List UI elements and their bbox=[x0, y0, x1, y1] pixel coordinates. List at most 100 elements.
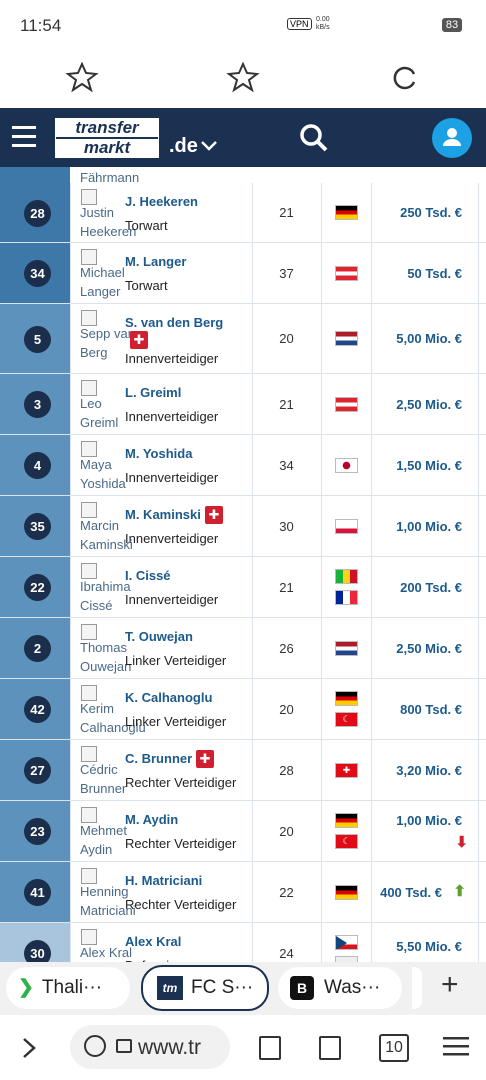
market-value[interactable]: 2,50 Mio. € bbox=[396, 640, 462, 656]
shirt-number: 4 bbox=[24, 452, 51, 479]
column-line bbox=[252, 679, 253, 739]
player-name[interactable]: M. Aydin bbox=[125, 812, 179, 827]
bookmark-star-list[interactable] bbox=[65, 61, 99, 93]
reload[interactable] bbox=[393, 66, 416, 90]
market-value[interactable]: 1,00 Mio. € bbox=[396, 518, 462, 534]
flag bbox=[335, 457, 358, 473]
account[interactable] bbox=[432, 118, 472, 158]
image-alt: Thomas Ouwejan bbox=[80, 640, 132, 674]
player-row[interactable]: 22 Ibrahima Cissé I. Cissé Innenverteidiger… bbox=[0, 557, 486, 618]
player-name[interactable]: K. Calhanoglu bbox=[125, 690, 213, 705]
market-value[interactable]: 5,00 Mio. € bbox=[396, 331, 462, 346]
position: Rechter Verteidiger bbox=[125, 897, 237, 912]
market-value[interactable]: 5,50 Mio. € bbox=[396, 939, 462, 954]
column-line bbox=[371, 435, 372, 495]
position: Defensives bbox=[125, 958, 189, 962]
age: 34 bbox=[279, 457, 294, 473]
tab[interactable]: B Was··· bbox=[278, 967, 402, 1009]
column-line bbox=[371, 304, 372, 373]
player-row[interactable]: 4 Maya Yoshida M. Yoshida Innenverteidiger 3… bbox=[0, 435, 486, 496]
player-row[interactable]: 42 Kerim Calhanoglu K. Calhanoglu Linker Ve… bbox=[0, 679, 486, 740]
tab-count[interactable]: 10 bbox=[379, 1034, 409, 1062]
market-value[interactable]: 2,50 Mio. € bbox=[396, 396, 462, 412]
column-line bbox=[252, 183, 253, 242]
browser-toolbar bbox=[65, 61, 416, 93]
column-line bbox=[252, 496, 253, 556]
column-line bbox=[478, 304, 479, 373]
forward[interactable] bbox=[20, 1037, 38, 1059]
market-value[interactable]: 1,50 Mio. € bbox=[396, 457, 462, 473]
market-value[interactable]: 800 Tsd. € bbox=[400, 701, 462, 717]
shirt-number: 28 bbox=[24, 199, 51, 227]
player-row[interactable]: 27 Cédric Brunner C. Brunner ✚ Rechter Verte… bbox=[0, 740, 486, 801]
player-name[interactable]: J. Heekeren bbox=[125, 194, 198, 209]
player-row[interactable]: 34 Michael Langer M. Langer Torwart 37 50 Tsd… bbox=[0, 243, 486, 304]
vpn: VPN bbox=[287, 18, 312, 30]
market-value[interactable]: 3,20 Mio. € bbox=[396, 762, 462, 778]
number-cell: 42 bbox=[0, 679, 70, 739]
shirt-number: 42 bbox=[24, 696, 51, 723]
age: 21 bbox=[279, 205, 294, 220]
market-value[interactable]: 50 Tsd. € bbox=[407, 265, 462, 281]
player-name[interactable]: C. Brunner bbox=[125, 751, 193, 766]
tab-title: FC S··· bbox=[191, 977, 254, 998]
new-tab[interactable]: + bbox=[441, 968, 459, 1001]
column-line bbox=[321, 496, 322, 556]
player-name[interactable]: H. Matriciani bbox=[125, 873, 203, 888]
player-name[interactable]: M. Langer bbox=[125, 254, 187, 269]
player-row[interactable]: 3 Leo Greiml L. Greiml Innenverteidiger 21 2,… bbox=[0, 374, 486, 435]
broken-image bbox=[81, 380, 97, 396]
number-cell: 35 bbox=[0, 496, 70, 556]
market-value[interactable]: 250 Tsd. € bbox=[400, 205, 462, 220]
player-row[interactable]: 23 Mehmet Aydin M. Aydin Rechter Verteidige… bbox=[0, 801, 486, 862]
address-bar[interactable]: www.tr bbox=[70, 1025, 230, 1069]
value-trend: ⬇ bbox=[455, 834, 468, 851]
player-name[interactable]: M. Kaminski bbox=[125, 507, 201, 522]
market-value[interactable]: 1,00 Mio. € bbox=[396, 813, 462, 828]
player-name[interactable]: T. Ouwejan bbox=[125, 629, 193, 644]
column-line bbox=[321, 679, 322, 739]
column-line bbox=[478, 740, 479, 800]
status-bar: 11:54 0.00 kB/s VPN 83 bbox=[0, 0, 486, 52]
menu[interactable] bbox=[12, 126, 36, 148]
bookmark-star[interactable] bbox=[226, 61, 260, 93]
logo[interactable]: transfer markt bbox=[55, 118, 159, 158]
position: Torwart bbox=[125, 218, 168, 233]
player-row[interactable]: 35 Marcin Kaminski M. Kaminski ✚ Innenvertei… bbox=[0, 496, 486, 557]
player-row[interactable]: 5 Sepp van Berg S. van den Berg ✚ Innenverte… bbox=[0, 304, 486, 374]
position: Innenverteidiger bbox=[125, 351, 219, 366]
player-name[interactable]: Alex Kral bbox=[125, 934, 182, 949]
column-line bbox=[252, 243, 253, 303]
flag bbox=[335, 640, 358, 656]
player-name[interactable]: L. Greiml bbox=[125, 385, 182, 400]
find[interactable] bbox=[319, 1036, 341, 1060]
number-cell: 41 bbox=[0, 862, 70, 922]
player-name[interactable]: I. Cissé bbox=[125, 568, 171, 583]
column-line bbox=[252, 435, 253, 495]
column-line bbox=[70, 435, 71, 495]
more-menu[interactable] bbox=[443, 1037, 469, 1057]
flag bbox=[335, 589, 358, 605]
domain[interactable]: .de bbox=[169, 135, 198, 157]
column-line bbox=[321, 243, 322, 303]
market-value[interactable]: 400 Tsd. € bbox=[380, 884, 442, 900]
search[interactable] bbox=[298, 122, 330, 154]
tab-edge bbox=[412, 967, 422, 1009]
player-row[interactable]: 28 Justin Heekeren J. Heekeren Torwart 21 250… bbox=[0, 183, 486, 243]
market-value[interactable]: 200 Tsd. € bbox=[400, 579, 462, 595]
column-line bbox=[252, 923, 253, 962]
player-name[interactable]: S. van den Berg bbox=[125, 315, 224, 330]
player-name[interactable]: M. Yoshida bbox=[125, 446, 193, 461]
tab[interactable]: ❯ Thali··· bbox=[6, 967, 130, 1009]
column-line bbox=[478, 435, 479, 495]
column-line bbox=[70, 862, 71, 922]
player-row[interactable]: 2 Thomas Ouwejan T. Ouwejan Linker Verteidi… bbox=[0, 618, 486, 679]
player-row[interactable]: 41 Henning Matriciani H. Matriciani Rechter… bbox=[0, 862, 486, 923]
tab-active[interactable]: tm FC S··· bbox=[141, 965, 269, 1011]
column-line bbox=[321, 618, 322, 678]
column-line bbox=[371, 618, 372, 678]
number-cell: 27 bbox=[0, 740, 70, 800]
reader[interactable] bbox=[259, 1036, 281, 1060]
